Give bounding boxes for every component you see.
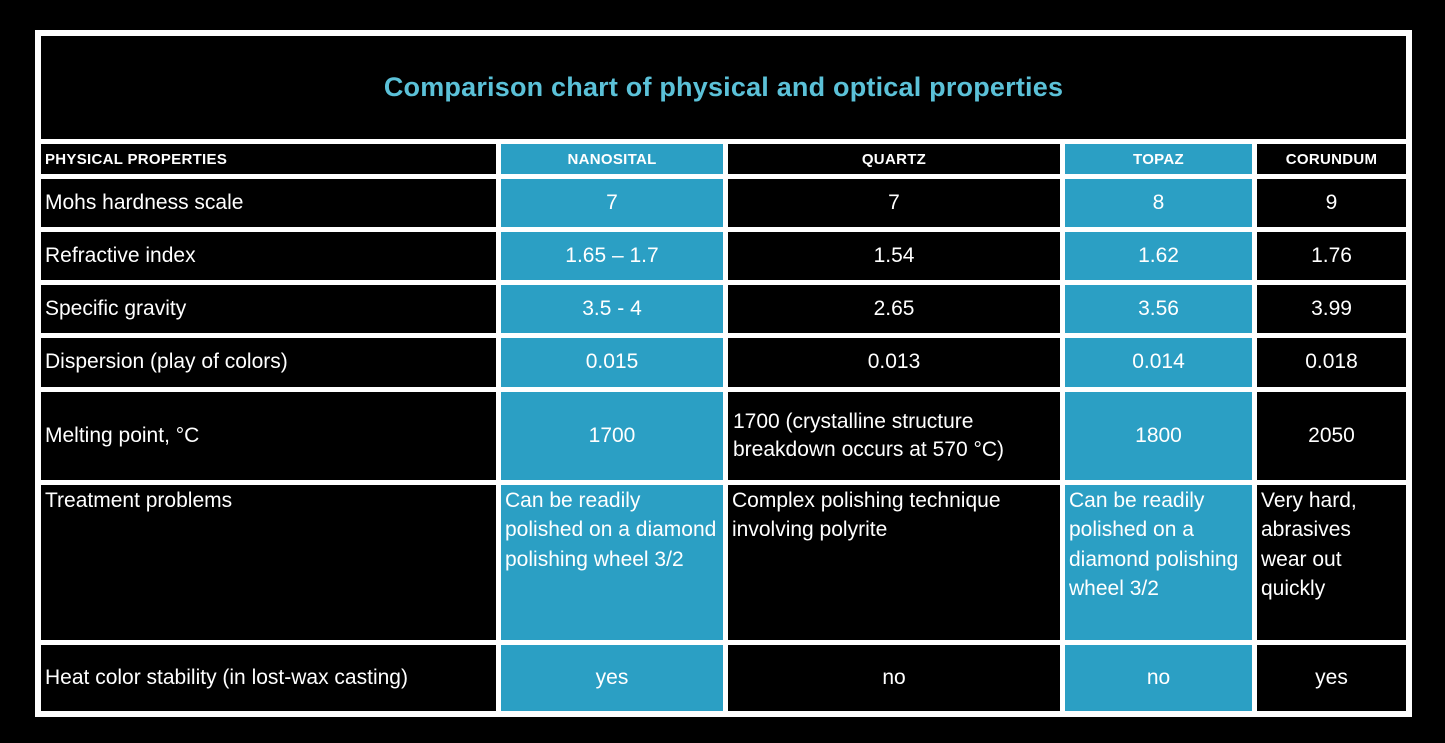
table-row-melting-point-c: Melting point, °C 1700 1700 (crystalline s…	[41, 392, 1406, 480]
value-cell-quartz-treatment-problems: Complex polishing technique involving po…	[728, 485, 1060, 640]
value-cell-nanosital-mohs-hardness-scale: 7	[501, 179, 723, 227]
table-body: Mohs hardness scale 7 7 8 9 Refractive index 1…	[41, 179, 1406, 711]
column-header-nanosital: NANOSITAL	[501, 144, 723, 174]
value-cell-corundum-treatment-problems: Very hard, abrasives wear out quickly	[1257, 485, 1406, 640]
value-cell-corundum-dispersion-play-of-colors: 0.018	[1257, 338, 1406, 387]
value-cell-nanosital-dispersion-play-of-colors: 0.015	[501, 338, 723, 387]
property-label-heat-color-stability-in-lost-wax-casting: Heat color stability (in lost-wax castin…	[41, 645, 496, 711]
value-cell-nanosital-heat-color-stability-in-lost-wax-casting: yes	[501, 645, 723, 711]
value-cell-nanosital-specific-gravity: 3.5 - 4	[501, 285, 723, 333]
column-header-topaz: TOPAZ	[1065, 144, 1252, 174]
page-title: Comparison chart of physical and optical…	[383, 72, 1064, 102]
value-cell-corundum-specific-gravity: 3.99	[1257, 285, 1406, 333]
property-label-specific-gravity: Specific gravity	[41, 285, 496, 333]
header-row: PHYSICAL PROPERTIES NANOSITAL QUARTZ TOPAZ C…	[41, 144, 1406, 174]
property-label-melting-point-c: Melting point, °C	[41, 392, 496, 480]
comparison-table: PHYSICAL PROPERTIES NANOSITAL QUARTZ TOPAZ C…	[41, 139, 1406, 711]
table-row-refractive-index: Refractive index 1.65 – 1.7 1.54 1.62 1.76	[41, 232, 1406, 280]
property-label-refractive-index: Refractive index	[41, 232, 496, 280]
value-cell-quartz-mohs-hardness-scale: 7	[728, 179, 1060, 227]
value-cell-quartz-dispersion-play-of-colors: 0.013	[728, 338, 1060, 387]
value-cell-quartz-melting-point-c: 1700 (crystalline structure breakdown oc…	[728, 392, 1060, 480]
table-wrap: PHYSICAL PROPERTIES NANOSITAL QUARTZ TOPAZ C…	[41, 139, 1406, 711]
value-cell-topaz-treatment-problems: Can be readily polished on a diamond pol…	[1065, 485, 1252, 640]
table-row-mohs-hardness-scale: Mohs hardness scale 7 7 8 9	[41, 179, 1406, 227]
table-row-dispersion-play-of-colors: Dispersion (play of colors) 0.015 0.013 0.0…	[41, 338, 1406, 387]
column-header-quartz: QUARTZ	[728, 144, 1060, 174]
property-label-dispersion-play-of-colors: Dispersion (play of colors)	[41, 338, 496, 387]
value-cell-topaz-heat-color-stability-in-lost-wax-casting: no	[1065, 645, 1252, 711]
column-header-physical-properties: PHYSICAL PROPERTIES	[41, 144, 496, 174]
table-row-specific-gravity: Specific gravity 3.5 - 4 2.65 3.56 3.99	[41, 285, 1406, 333]
column-header-corundum: CORUNDUM	[1257, 144, 1406, 174]
table-row-treatment-problems: Treatment problems Can be readily polishe…	[41, 485, 1406, 640]
value-cell-corundum-heat-color-stability-in-lost-wax-casting: yes	[1257, 645, 1406, 711]
value-cell-topaz-dispersion-play-of-colors: 0.014	[1065, 338, 1252, 387]
value-cell-corundum-melting-point-c: 2050	[1257, 392, 1406, 480]
property-label-treatment-problems: Treatment problems	[41, 485, 496, 640]
value-cell-nanosital-treatment-problems: Can be readily polished on a diamond pol…	[501, 485, 723, 640]
value-cell-topaz-melting-point-c: 1800	[1065, 392, 1252, 480]
value-cell-topaz-mohs-hardness-scale: 8	[1065, 179, 1252, 227]
value-cell-nanosital-melting-point-c: 1700	[501, 392, 723, 480]
value-cell-corundum-mohs-hardness-scale: 9	[1257, 179, 1406, 227]
value-cell-quartz-heat-color-stability-in-lost-wax-casting: no	[728, 645, 1060, 711]
property-label-mohs-hardness-scale: Mohs hardness scale	[41, 179, 496, 227]
table-row-heat-color-stability-in-lost-wax-casting: Heat color stability (in lost-wax castin…	[41, 645, 1406, 711]
value-cell-nanosital-refractive-index: 1.65 – 1.7	[501, 232, 723, 280]
value-cell-corundum-refractive-index: 1.76	[1257, 232, 1406, 280]
value-cell-quartz-specific-gravity: 2.65	[728, 285, 1060, 333]
comparison-frame: Comparison chart of physical and optical…	[35, 30, 1412, 717]
title-block: Comparison chart of physical and optical…	[41, 36, 1406, 139]
value-cell-topaz-refractive-index: 1.62	[1065, 232, 1252, 280]
value-cell-quartz-refractive-index: 1.54	[728, 232, 1060, 280]
value-cell-topaz-specific-gravity: 3.56	[1065, 285, 1252, 333]
